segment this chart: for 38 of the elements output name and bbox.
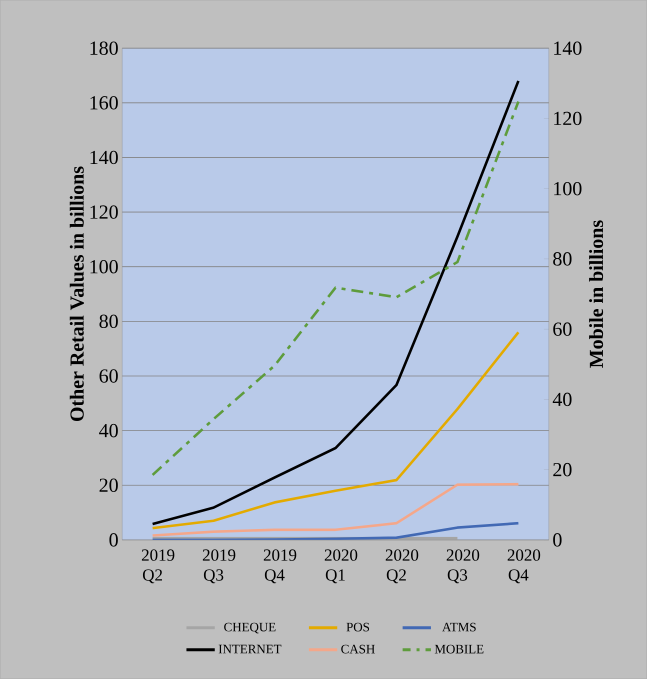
y2-tick-label: 0 <box>553 533 562 547</box>
line-series <box>151 522 520 540</box>
y-tick-label: 0 <box>109 533 118 547</box>
legend-label: CHEQUE <box>224 622 276 634</box>
line-series <box>151 100 520 476</box>
line-series <box>151 330 520 530</box>
line-series <box>151 80 520 526</box>
y-tick-label: 100 <box>90 260 118 274</box>
x-tick-label: 2020 Q1 <box>324 549 358 584</box>
x-tick-label: 2020 Q4 <box>508 549 540 584</box>
x-tick-label: 2019 Q4 <box>264 549 296 584</box>
legend-label: INTERNET <box>218 644 282 654</box>
y2-tick-label: 100 <box>554 182 582 196</box>
y-tick-label: 120 <box>90 205 118 219</box>
y-tick-label: 40 <box>99 424 118 438</box>
y-tick-label: 60 <box>100 369 118 383</box>
y-tick-label: 80 <box>99 314 118 328</box>
line-series <box>151 482 520 537</box>
legend-label: ATMS <box>442 622 476 632</box>
x-tick-label: 2019 Q3 <box>202 549 236 584</box>
legend-label: POS <box>346 622 370 632</box>
y2-axis-title: Mobile in billions <box>589 220 604 368</box>
legend-label: CASH <box>341 644 375 654</box>
y2-tick-label: 140 <box>554 41 582 55</box>
y-tick-label: 140 <box>90 150 118 164</box>
y-tick-label: 20 <box>100 478 118 492</box>
y-tick-label: 160 <box>90 96 118 110</box>
y-tick-label: 180 <box>90 41 118 55</box>
legend-label: MOBILE <box>434 644 484 654</box>
y2-tick-label: 20 <box>553 462 572 476</box>
y2-tick-label: 40 <box>552 392 572 406</box>
x-tick-label: 2020 Q2 <box>386 549 418 584</box>
y2-tick-label: 120 <box>554 112 582 126</box>
x-tick-label: 2019 Q2 <box>142 549 174 584</box>
x-tick-label: 2020 Q3 <box>446 549 480 584</box>
y2-tick-label: 80 <box>553 252 572 266</box>
y2-tick-label: 60 <box>553 322 572 336</box>
y-axis-title: Other Retail Values in billions <box>70 166 84 422</box>
